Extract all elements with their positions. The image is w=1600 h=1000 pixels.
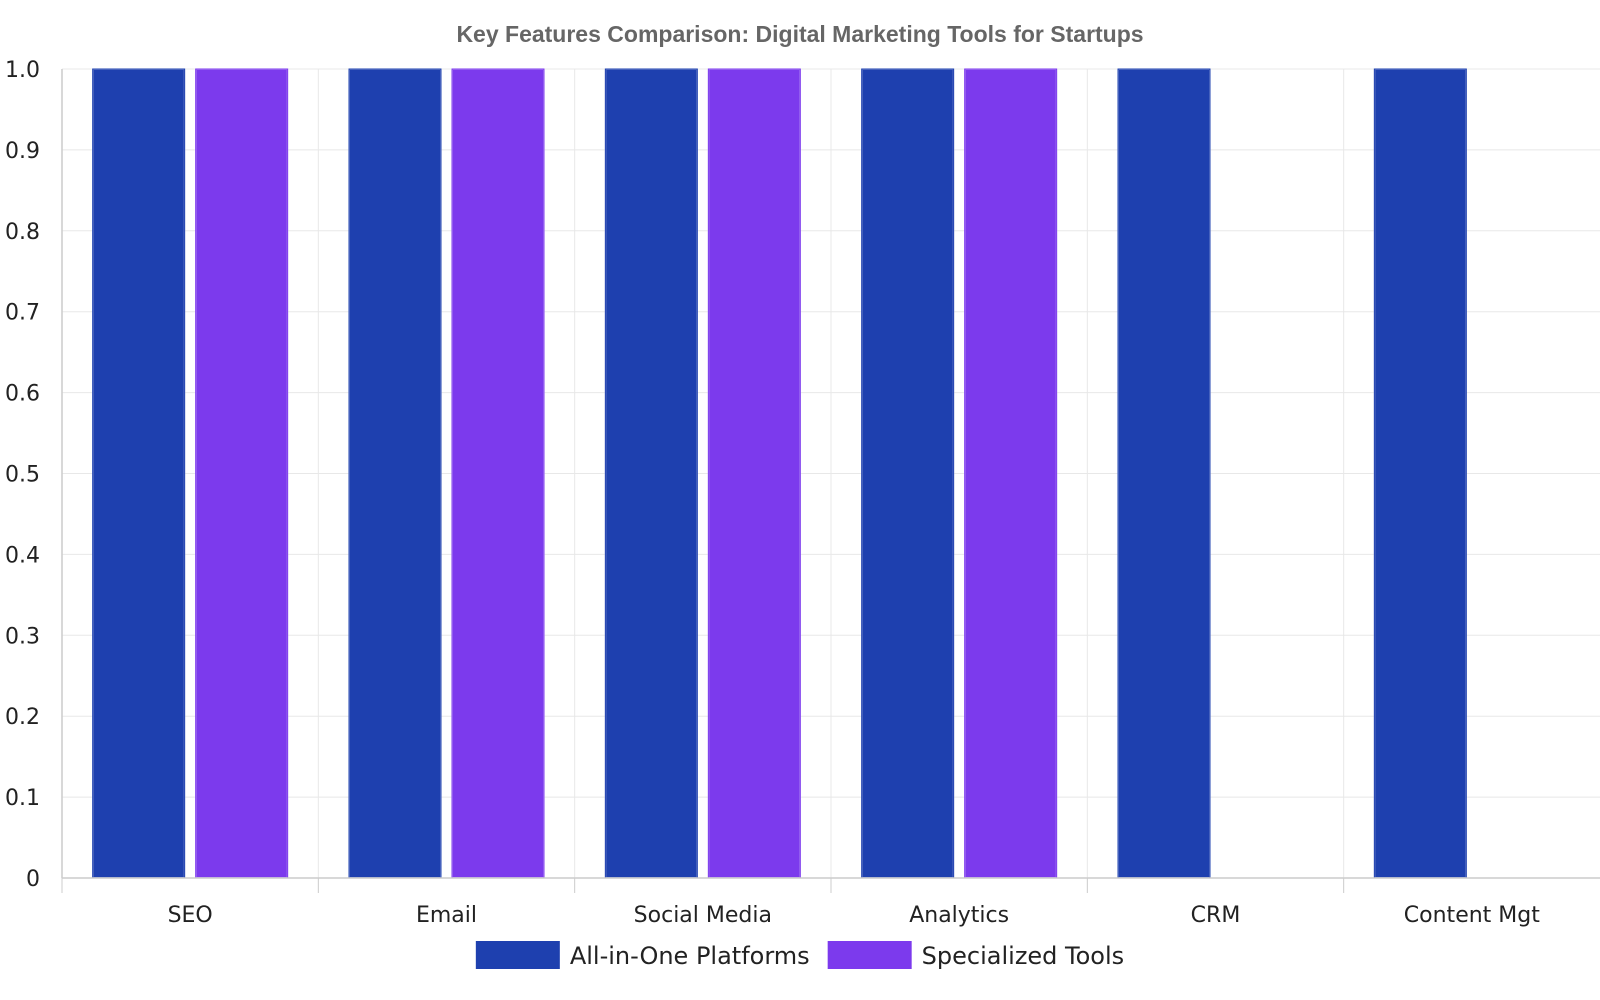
bar-specialized-tools-social-media: [707, 68, 802, 879]
x-tick-label: CRM: [1191, 903, 1241, 928]
chart-title: Key Features Comparison: Digital Marketi…: [456, 21, 1143, 47]
bar-all-in-one-platforms-seo: [91, 68, 186, 879]
y-tick-label: 0: [26, 867, 40, 892]
bar-specialized-tools-email: [451, 68, 545, 879]
bars: [91, 68, 1468, 879]
legend-swatch[interactable]: [827, 941, 912, 969]
bar-all-in-one-platforms-email: [348, 68, 442, 879]
y-tick-label: 0.8: [5, 220, 40, 245]
x-tick-label: Email: [416, 903, 477, 928]
x-tick-label: Social Media: [634, 903, 772, 928]
y-tick-label: 0.7: [5, 301, 40, 326]
bar-specialized-tools-analytics: [963, 68, 1058, 879]
axes: 0 0.1 0.2 0.3 0.4 0.5 0.6 0.7 0.8 0.9 1.0 SEO Email S…: [5, 58, 1600, 928]
grid-lines: [62, 68, 1600, 878]
x-tick-label: Analytics: [909, 903, 1009, 928]
y-tick-label: 0.4: [5, 543, 40, 568]
legend-label[interactable]: Specialized Tools: [922, 942, 1125, 970]
y-tick-label: 0.3: [5, 624, 40, 649]
y-tick-label: 0.1: [5, 786, 40, 811]
y-tick-label: 0.6: [5, 382, 40, 407]
legend: All-in-One Platforms Specialized Tools: [475, 941, 1125, 970]
bar-all-in-one-platforms-content-mgt: [1373, 68, 1468, 879]
y-tick-label: 0.5: [5, 463, 40, 488]
bar-all-in-one-platforms-crm: [1117, 68, 1211, 879]
y-tick-label: 0.9: [5, 139, 40, 164]
bar-all-in-one-platforms-social-media: [604, 68, 699, 879]
y-tick-label: 0.2: [5, 705, 40, 730]
legend-swatch[interactable]: [475, 941, 560, 969]
bar-all-in-one-platforms-analytics: [860, 68, 955, 879]
legend-label[interactable]: All-in-One Platforms: [570, 942, 810, 970]
y-tick-label: 1.0: [5, 58, 40, 83]
x-tick-label: SEO: [168, 903, 213, 928]
bar-specialized-tools-seo: [194, 68, 289, 879]
x-tick-label: Content Mgt: [1404, 903, 1540, 928]
